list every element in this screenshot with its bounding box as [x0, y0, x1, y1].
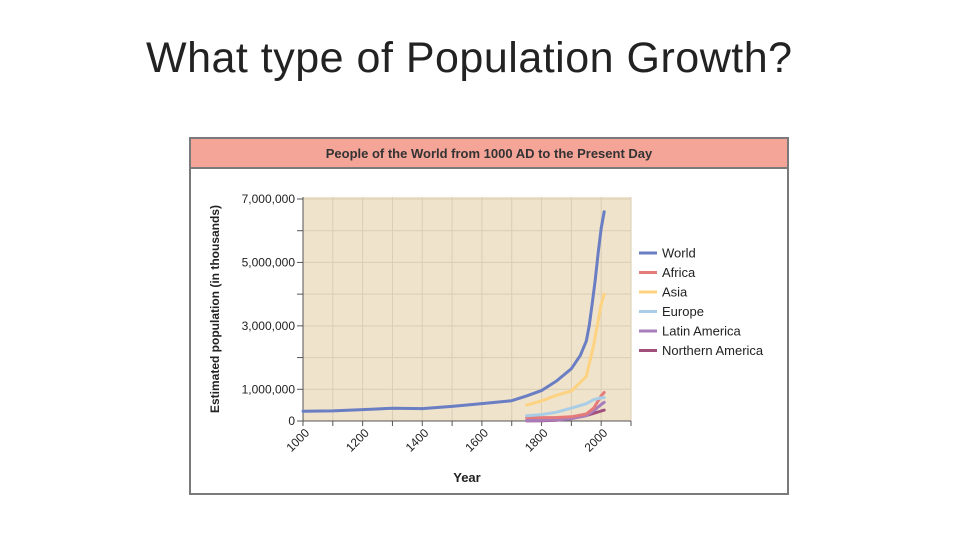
series-line-latin-america: [525, 400, 606, 422]
legend-label: Latin America: [662, 324, 742, 339]
x-tick-label: 1000: [283, 426, 312, 455]
y-tick-label: 5,000,000: [242, 255, 296, 269]
x-tick-label: 1200: [343, 426, 372, 455]
y-tick-label: 3,000,000: [242, 319, 296, 333]
y-tick-label: 0: [288, 414, 295, 428]
chart-figure: People of the World from 1000 AD to the …: [189, 137, 789, 495]
legend-label: Northern America: [662, 343, 764, 358]
chart-title-bar: People of the World from 1000 AD to the …: [191, 139, 787, 169]
axes: [302, 197, 631, 422]
slide-title: What type of Population Growth?: [146, 34, 793, 82]
series-line-europe: [525, 396, 606, 418]
plot-area: [303, 197, 631, 421]
y-tick-label: 7,000,000: [242, 192, 296, 206]
x-tick-label: 2000: [582, 426, 611, 455]
series-line-world: [301, 210, 606, 413]
x-tick-label: 1800: [522, 426, 551, 455]
y-axis-label: Estimated population (in thousands): [208, 205, 222, 413]
series-line-asia: [525, 292, 606, 407]
series-lines: [301, 210, 606, 423]
y-tick-label: 1,000,000: [242, 382, 296, 396]
legend-label: Asia: [662, 285, 688, 300]
chart-title: People of the World from 1000 AD to the …: [325, 145, 653, 161]
x-axis-ticks: 1000 1200 1400 1600 1800 2000: [283, 421, 632, 455]
x-tick-label: 1400: [403, 426, 432, 455]
legend-label: World: [662, 246, 696, 261]
legend: World Africa Asia Europe Latin America Northe…: [639, 246, 764, 358]
y-axis-ticks: 7,000,000 5,000,000 3,000,000 1,000,000 0: [242, 192, 303, 428]
population-chart: 7,000,000 5,000,000 3,000,000 1,000,000 0 10…: [208, 192, 764, 485]
x-tick-label: 1600: [462, 426, 491, 455]
x-axis-label: Year: [453, 470, 480, 485]
legend-label: Africa: [662, 265, 696, 280]
legend-label: Europe: [662, 304, 704, 319]
